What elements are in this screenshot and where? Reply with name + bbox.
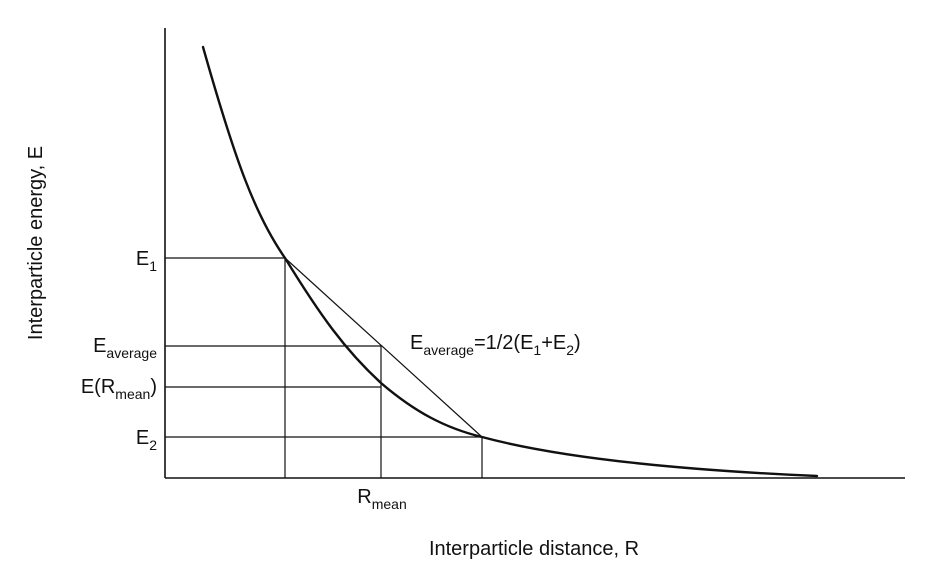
secant-chord	[284, 257, 483, 438]
e-average-label-sub: average	[106, 345, 157, 361]
energy-curve	[201, 45, 819, 478]
e1-label-sub: 1	[149, 258, 157, 274]
average-energy-equation: Eaverage=1/2(E1+E2)	[410, 332, 581, 358]
e-average-label: Eaverage	[93, 335, 157, 361]
eq-close: )	[574, 332, 581, 354]
e-r-mean-label-sub: mean	[115, 386, 150, 402]
eq-lhs-main: E	[410, 332, 423, 354]
x-axis-title: Interparticle distance, R	[429, 538, 639, 560]
e-r-mean-label: E(Rmean)	[81, 376, 157, 402]
e1-label: E1	[136, 248, 157, 274]
eq-lhs-sub: average	[423, 342, 474, 358]
eq-sub2: 2	[566, 342, 574, 358]
e-r-mean-label-post: )	[150, 376, 157, 398]
e2-label: E2	[136, 427, 157, 453]
e2-label-sub: 2	[149, 437, 157, 453]
e1-label-main: E	[136, 248, 149, 270]
r-mean-label-main: R	[357, 486, 371, 508]
e-r-mean-label-pre: E(R	[81, 376, 115, 398]
eq-mid: =1/2(E	[474, 332, 533, 354]
r-mean-label: Rmean	[357, 486, 406, 512]
r-mean-label-sub: mean	[372, 496, 407, 512]
e-average-label-main: E	[93, 335, 106, 357]
e2-label-main: E	[136, 427, 149, 449]
eq-sub1: 1	[533, 342, 541, 358]
eq-plus: +E	[541, 332, 566, 354]
y-axis-title: Interparticle energy, E	[25, 146, 47, 340]
